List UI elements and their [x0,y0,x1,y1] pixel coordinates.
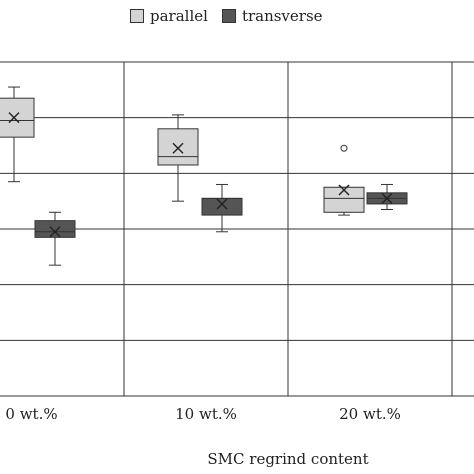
x-axis-title: SMC regrind content [207,450,368,468]
box-parallel [323,186,365,213]
mean-marker [381,192,393,204]
legend: parallel transverse [130,4,337,28]
legend-item-parallel: parallel [130,7,208,25]
box-transverse [34,220,76,238]
box-parallel [0,97,35,138]
mean-marker [49,226,61,238]
x-tick-label: 0 wt.% [5,405,57,423]
mean-marker [216,198,228,210]
box-transverse [201,197,243,216]
box-parallel [157,128,199,166]
box-layer [0,86,408,266]
legend-swatch-parallel [130,9,144,23]
outlier-point [340,144,348,152]
x-tick-label: 10 wt.% [175,405,237,423]
legend-swatch-transverse [221,9,236,23]
mean-marker [172,142,184,154]
x-tick-label: 20 wt.% [339,405,401,423]
legend-item-transverse: transverse [221,7,323,25]
legend-label-transverse: transverse [241,7,323,25]
label-layer: 0 wt.% 10 wt.% 20 wt.% SMC regrind content [5,405,400,468]
mean-marker [338,184,350,196]
legend-label-parallel: parallel [150,7,208,25]
mean-marker [8,112,20,124]
